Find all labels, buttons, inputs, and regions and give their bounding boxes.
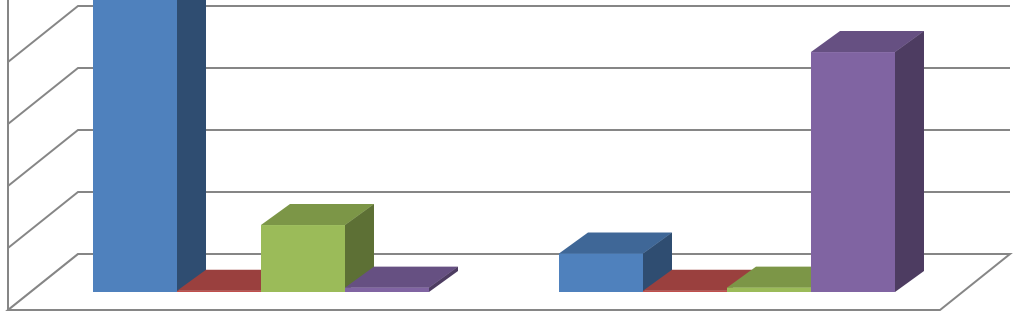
bar — [345, 287, 429, 292]
grid-line — [7, 191, 1010, 249]
bar-top — [261, 204, 374, 226]
grid-line — [7, 129, 1010, 187]
bar-side — [177, 0, 206, 292]
bar — [643, 290, 727, 292]
bar — [559, 253, 643, 292]
bar — [811, 52, 895, 293]
bar-side — [429, 266, 458, 292]
grid-line — [7, 253, 1010, 311]
bar-top — [643, 269, 756, 291]
grid-line — [7, 67, 1010, 125]
bar-side — [345, 204, 374, 292]
bar-side — [895, 31, 924, 293]
bar-top — [811, 31, 924, 53]
grid-line — [7, 5, 1010, 63]
bar-top — [345, 266, 458, 288]
bar — [727, 287, 811, 292]
bar — [93, 0, 177, 292]
bar — [177, 290, 261, 292]
bar — [261, 225, 345, 292]
bar-side — [643, 232, 672, 292]
bar-top — [559, 232, 672, 254]
